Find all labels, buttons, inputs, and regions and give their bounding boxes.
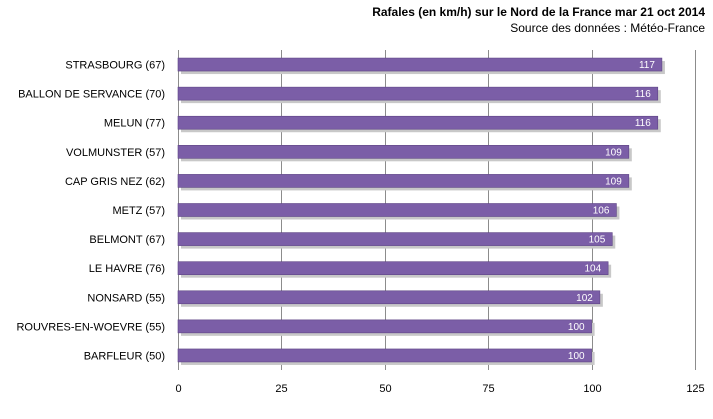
bar bbox=[177, 290, 601, 305]
category-label: VOLMUNSTER (57) bbox=[66, 147, 165, 159]
category-label: BARFLEUR (50) bbox=[84, 350, 165, 362]
bar-value-label: 106 bbox=[593, 206, 610, 217]
x-tick-label: 0 bbox=[175, 383, 181, 395]
bar-value-label: 109 bbox=[605, 176, 622, 187]
category-labels: STRASBOURG (67) BALLON DE SERVANCE (70) ME… bbox=[16, 60, 165, 363]
bar-value-label: 100 bbox=[568, 351, 585, 362]
bar bbox=[177, 57, 663, 72]
bar bbox=[177, 174, 630, 188]
bar bbox=[177, 203, 617, 217]
bar-value-label: 105 bbox=[589, 235, 606, 246]
category-label: NONSARD (55) bbox=[87, 292, 165, 304]
bar-value-label: 116 bbox=[635, 118, 651, 129]
category-label: LE HAVRE (76) bbox=[89, 263, 165, 275]
category-label: METZ (57) bbox=[112, 205, 165, 217]
bar bbox=[177, 261, 609, 275]
x-tick-label: 75 bbox=[482, 383, 494, 395]
bar-value-label: 116 bbox=[635, 89, 651, 100]
category-label: BALLON DE SERVANCE (70) bbox=[18, 89, 165, 101]
x-tick-label: 125 bbox=[686, 383, 704, 395]
bars: 117 116 116 109 109 106 105 104 102 100 100 bbox=[177, 57, 665, 365]
bar-value-label: 109 bbox=[605, 147, 622, 158]
category-label: STRASBOURG (67) bbox=[65, 60, 165, 72]
bar bbox=[177, 86, 659, 101]
bar-value-label: 117 bbox=[639, 60, 655, 71]
category-label: MELUN (77) bbox=[104, 118, 165, 130]
chart-title: Rafales (en km/h) sur le Nord de la Fran… bbox=[372, 5, 705, 19]
x-tick-label: 100 bbox=[583, 383, 601, 395]
bar-value-label: 102 bbox=[576, 293, 593, 304]
bar-value-label: 104 bbox=[584, 264, 601, 275]
x-tick-label: 25 bbox=[275, 383, 287, 395]
x-axis-ticks: 0 25 50 75 100 125 bbox=[175, 383, 704, 395]
bar bbox=[177, 319, 592, 334]
category-label: BELMONT (67) bbox=[89, 234, 165, 246]
bar bbox=[177, 348, 592, 363]
chart-subtitle: Source des données : Météo-France bbox=[510, 21, 705, 35]
bar bbox=[177, 232, 613, 246]
bar-value-label: 100 bbox=[568, 322, 585, 333]
x-tick-label: 50 bbox=[379, 383, 391, 395]
bar bbox=[177, 115, 659, 130]
bar bbox=[177, 145, 630, 159]
category-label: ROUVRES-EN-WOEVRE (55) bbox=[16, 321, 165, 333]
category-label: CAP GRIS NEZ (62) bbox=[65, 176, 165, 188]
